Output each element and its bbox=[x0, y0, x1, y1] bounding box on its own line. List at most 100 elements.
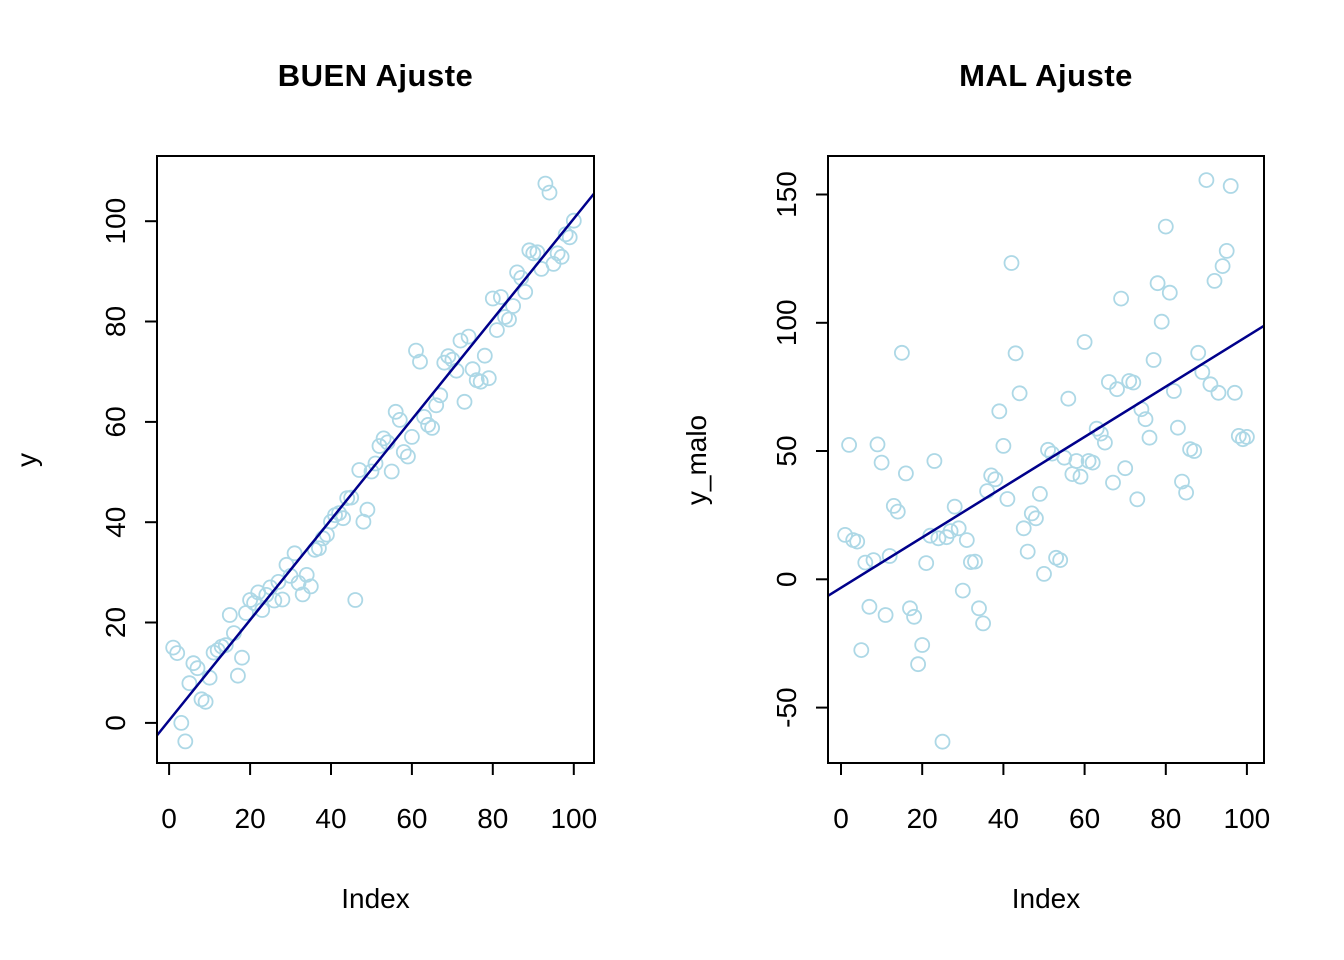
data-point bbox=[541, 184, 558, 201]
x-tick-label: 60 bbox=[1069, 803, 1100, 834]
data-point bbox=[898, 465, 914, 482]
y-tick-label: 0 bbox=[100, 715, 131, 731]
y-axis-label-buen: y bbox=[11, 453, 42, 467]
data-point bbox=[1222, 178, 1239, 194]
y-tick-label: 80 bbox=[100, 306, 131, 337]
panel-title-mal: MAL Ajuste bbox=[959, 58, 1133, 93]
data-point bbox=[1007, 345, 1024, 362]
data-point bbox=[343, 489, 360, 506]
data-point bbox=[177, 733, 194, 750]
x-tick-label: 40 bbox=[315, 803, 346, 834]
data-point bbox=[521, 242, 538, 259]
x-axis-label-mal: Index bbox=[1011, 883, 1081, 914]
data-point bbox=[1166, 383, 1182, 399]
x-tick-label: 80 bbox=[1150, 803, 1181, 834]
data-point bbox=[841, 436, 857, 453]
data-point bbox=[302, 578, 319, 595]
data-point bbox=[363, 463, 380, 480]
data-point bbox=[1206, 272, 1223, 289]
data-point bbox=[894, 344, 910, 361]
data-point bbox=[375, 430, 392, 447]
data-point bbox=[359, 501, 376, 518]
data-point bbox=[472, 373, 489, 390]
data-point bbox=[954, 582, 971, 599]
data-point bbox=[942, 523, 959, 539]
data-point bbox=[197, 693, 214, 710]
data-point bbox=[1230, 427, 1247, 444]
data-point bbox=[294, 586, 311, 603]
data-point bbox=[1068, 453, 1085, 469]
data-point bbox=[193, 691, 210, 708]
data-point bbox=[298, 567, 315, 583]
y-tick-label: 20 bbox=[100, 607, 131, 638]
data-point bbox=[926, 453, 943, 469]
data-point bbox=[1064, 466, 1081, 483]
y-axis-label-mal: y_malo bbox=[681, 414, 712, 506]
data-point bbox=[902, 600, 918, 617]
data-point bbox=[1113, 290, 1129, 307]
x-tick-label: 80 bbox=[477, 803, 508, 834]
data-point bbox=[181, 675, 198, 692]
data-point bbox=[416, 408, 433, 425]
plot-box bbox=[156, 155, 595, 764]
data-point bbox=[967, 553, 983, 570]
data-point bbox=[1218, 242, 1235, 259]
data-point bbox=[440, 348, 457, 365]
data-point bbox=[1028, 510, 1044, 527]
data-point bbox=[914, 637, 931, 653]
data-point bbox=[995, 437, 1012, 454]
x-tick-label: 0 bbox=[161, 803, 177, 834]
data-point bbox=[1214, 258, 1231, 275]
data-point bbox=[869, 436, 886, 453]
y-tick-label: 150 bbox=[771, 171, 802, 218]
data-point bbox=[1011, 385, 1028, 402]
data-point bbox=[1157, 218, 1174, 235]
y-tick-label: 0 bbox=[771, 572, 802, 588]
data-point bbox=[391, 411, 408, 428]
data-point bbox=[1210, 384, 1227, 401]
data-point bbox=[1239, 428, 1255, 445]
data-point bbox=[185, 655, 202, 672]
data-point bbox=[169, 645, 186, 661]
data-point bbox=[1141, 429, 1158, 446]
data-point bbox=[452, 332, 469, 349]
data-point bbox=[383, 463, 400, 480]
data-point bbox=[497, 309, 513, 325]
data-point bbox=[221, 607, 238, 623]
data-point bbox=[1084, 454, 1101, 471]
data-point bbox=[975, 615, 991, 632]
data-point bbox=[1202, 376, 1219, 393]
data-point bbox=[387, 403, 404, 420]
x-tick-label: 40 bbox=[988, 803, 1019, 834]
data-point bbox=[1052, 552, 1069, 568]
data-point bbox=[274, 591, 291, 608]
data-point bbox=[1186, 443, 1203, 459]
x-tick-label: 100 bbox=[1224, 803, 1271, 834]
data-point bbox=[412, 353, 428, 370]
data-point bbox=[565, 212, 582, 229]
x-tick-label: 60 bbox=[396, 803, 427, 834]
data-point bbox=[1032, 485, 1048, 502]
data-point bbox=[424, 419, 441, 436]
x-tick-label: 20 bbox=[235, 803, 266, 834]
data-point bbox=[889, 503, 906, 520]
data-point bbox=[1161, 284, 1178, 301]
data-point bbox=[1125, 374, 1142, 391]
x-tick-label: 100 bbox=[550, 803, 597, 834]
data-point bbox=[873, 454, 890, 471]
data-point bbox=[488, 322, 505, 339]
data-point bbox=[1076, 334, 1093, 350]
data-point bbox=[987, 471, 1004, 488]
data-point bbox=[1072, 468, 1089, 485]
data-point bbox=[420, 416, 437, 433]
data-point bbox=[189, 660, 206, 677]
data-point bbox=[1023, 505, 1040, 522]
data-point bbox=[861, 598, 878, 615]
data-point bbox=[399, 448, 416, 465]
data-point bbox=[351, 462, 368, 478]
data-point bbox=[1036, 566, 1052, 582]
data-point bbox=[331, 505, 348, 522]
data-point bbox=[258, 587, 275, 603]
